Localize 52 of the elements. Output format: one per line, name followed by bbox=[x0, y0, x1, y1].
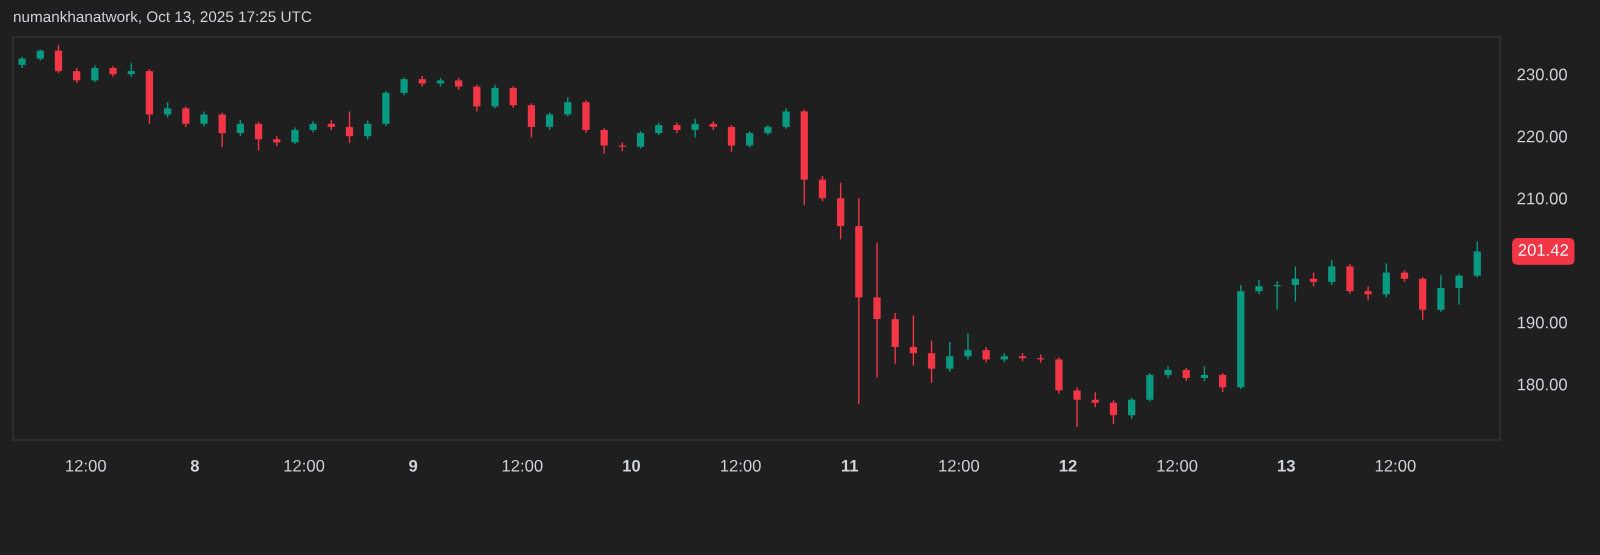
annotation: 201.42 bbox=[1518, 244, 1568, 256]
candlestick bbox=[564, 96, 572, 118]
x-tick-label: 8 bbox=[190, 459, 200, 472]
x-tick-label: 12:00 bbox=[721, 459, 761, 472]
x-tick-label: 12:00 bbox=[1157, 459, 1198, 472]
candlestick bbox=[1291, 265, 1299, 303]
x-tick-label: 9 bbox=[409, 459, 418, 472]
y-tick-label: 230.00 bbox=[1517, 68, 1567, 81]
x-tick-label: 10 bbox=[623, 459, 641, 472]
candlestick bbox=[1255, 279, 1263, 295]
candlestick bbox=[218, 111, 226, 148]
x-tick-label: 13 bbox=[1278, 459, 1295, 472]
x-tick-label: 12:00 bbox=[1375, 459, 1416, 472]
candlestick bbox=[527, 102, 536, 139]
y-tick-label: 180.00 bbox=[1517, 378, 1567, 391]
candlestick bbox=[182, 105, 190, 128]
candlestick bbox=[691, 118, 699, 139]
candlestick bbox=[1382, 262, 1390, 299]
candlestick bbox=[818, 175, 827, 202]
candlestick bbox=[727, 124, 736, 153]
chart-title: numankhanatwork, Oct 13, 2025 17:25 UTC bbox=[14, 10, 312, 24]
candlestick bbox=[600, 127, 608, 155]
candlestick bbox=[946, 341, 954, 373]
candlestick bbox=[491, 84, 499, 109]
x-tick-label: 12:00 bbox=[284, 459, 325, 472]
candlestick bbox=[909, 314, 918, 367]
candlestick bbox=[1364, 285, 1372, 302]
candlestick bbox=[345, 110, 354, 144]
candlestick bbox=[782, 107, 790, 130]
candlestick bbox=[1109, 399, 1118, 425]
candlestick bbox=[1437, 274, 1445, 313]
candlestick bbox=[1455, 273, 1463, 306]
candlestick bbox=[1218, 372, 1227, 393]
x-tick-label: 12:00 bbox=[66, 459, 106, 472]
candlestick bbox=[1328, 259, 1336, 286]
candlestick bbox=[473, 84, 481, 113]
candlestick bbox=[254, 121, 263, 152]
y-tick-label: 220.00 bbox=[1517, 130, 1567, 143]
candlestick bbox=[364, 120, 372, 140]
y-tick-label: 210.00 bbox=[1517, 192, 1567, 205]
candlestick bbox=[54, 44, 63, 74]
y-tick-label: 190.00 bbox=[1517, 316, 1567, 329]
candlestick bbox=[1128, 397, 1136, 420]
x-tick-label: 11 bbox=[841, 460, 859, 472]
candlestick bbox=[927, 340, 936, 384]
candlestick bbox=[873, 242, 881, 379]
x-tick-label: 12:00 bbox=[502, 459, 543, 472]
candlestick bbox=[1073, 386, 1081, 428]
x-tick-label: 12:00 bbox=[939, 459, 980, 472]
candlestick bbox=[509, 85, 517, 109]
candlestick bbox=[964, 332, 972, 361]
x-tick-label: 12 bbox=[1059, 459, 1077, 472]
